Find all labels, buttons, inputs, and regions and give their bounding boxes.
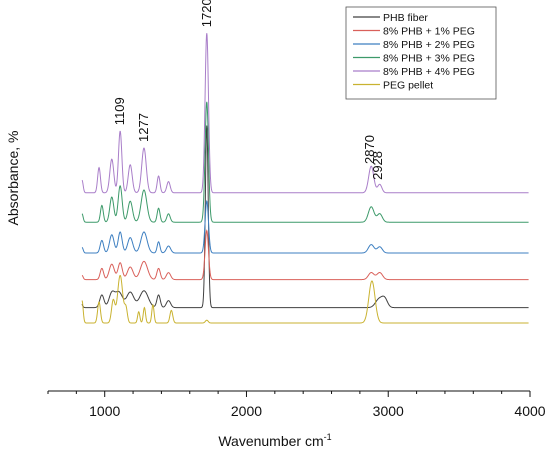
x-tick-label-2000: 2000 — [231, 403, 262, 419]
series-line-8-phb-3-peg — [81, 101, 529, 223]
legend-label-phb-fiber: PHB fiber — [383, 12, 428, 24]
peak-label-1109: 1109 — [112, 97, 127, 125]
x-tick-label-3000: 3000 — [373, 403, 404, 419]
series-line-peg-pellet — [81, 274, 529, 324]
peak-label-1720: 1720 — [199, 0, 214, 27]
x-axis-label-superscript: -1 — [324, 432, 332, 442]
x-ticks: 1000 2000 3000 4000 — [47, 391, 546, 419]
legend-label-8-phb-4-peg: 8% PHB + 4% PEG — [383, 66, 475, 78]
peak-label-1277: 1277 — [136, 113, 151, 142]
x-tick-label-4000: 4000 — [514, 403, 545, 419]
series-line-8-phb-2-peg — [81, 199, 529, 254]
series-line-8-phb-1-peg — [81, 229, 529, 281]
peak-label-2870: 2870 — [362, 135, 377, 164]
x-axis-label: Wavenumber cm-1 — [218, 432, 331, 449]
legend-label-8-phb-1-peg: 8% PHB + 1% PEG — [383, 25, 475, 37]
series-line-8-phb-4-peg — [81, 33, 529, 194]
legend-label-peg-pellet: PEG pellet — [383, 79, 433, 91]
legend-label-8-phb-3-peg: 8% PHB + 3% PEG — [383, 52, 475, 64]
x-tick-label-1000: 1000 — [89, 403, 120, 419]
legend-box — [345, 6, 497, 100]
peak-label-2928: 2928 — [370, 151, 385, 180]
series-layer — [81, 33, 529, 324]
series-line-phb-fiber — [81, 125, 529, 309]
y-axis-label: Absorbance, % — [5, 131, 21, 226]
legend-label-8-phb-2-peg: 8% PHB + 2% PEG — [383, 39, 475, 51]
